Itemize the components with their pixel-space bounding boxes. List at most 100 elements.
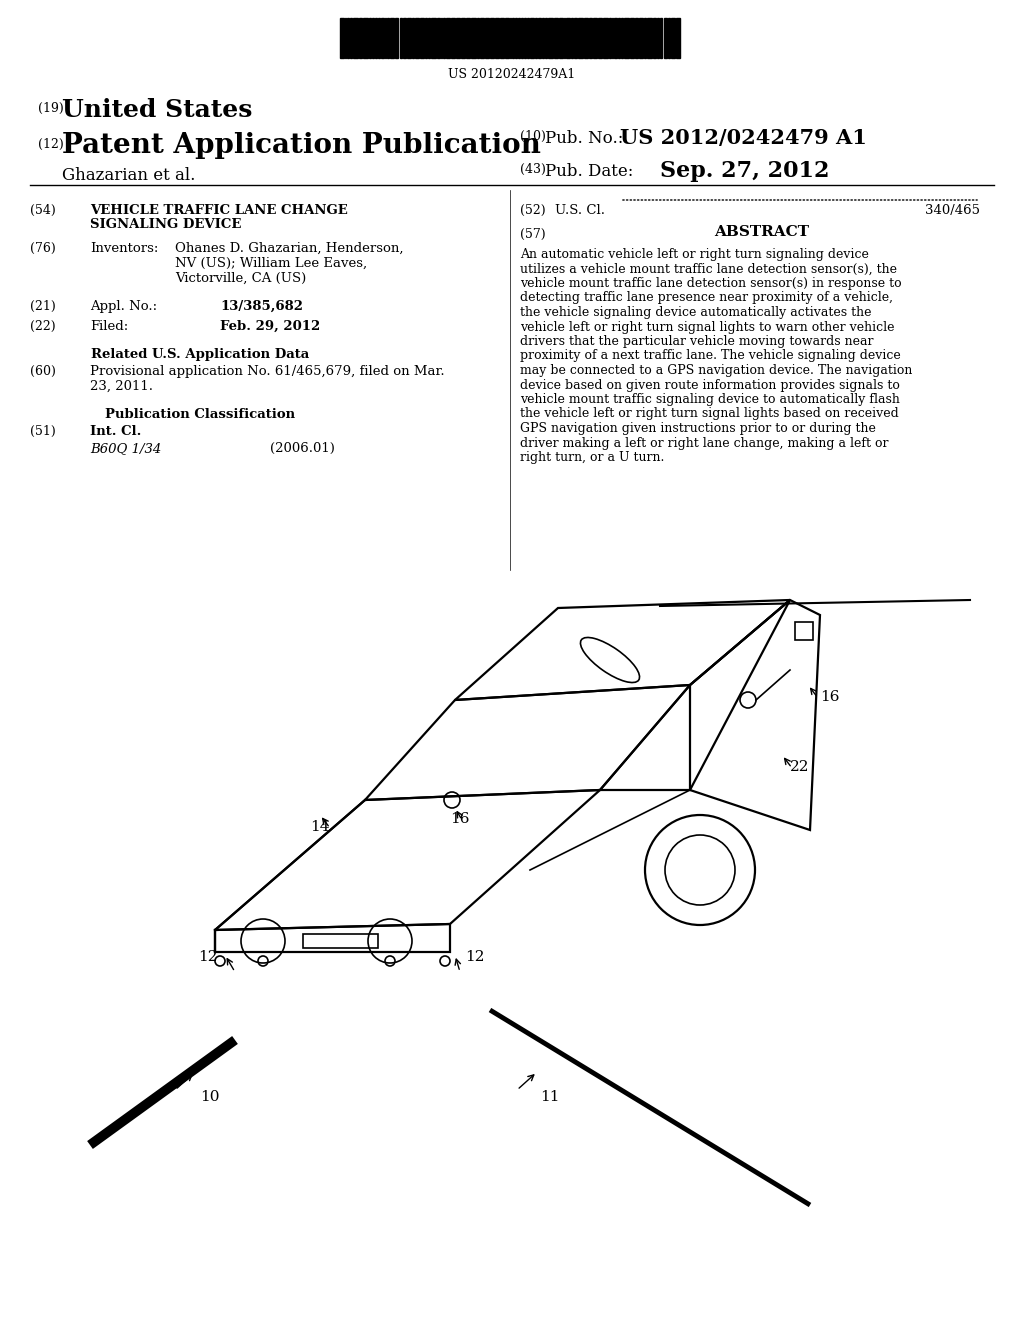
Bar bbox=[376, 18, 377, 58]
Bar bbox=[381, 18, 384, 58]
Bar bbox=[526, 18, 529, 58]
Bar bbox=[571, 18, 573, 58]
Bar bbox=[353, 18, 357, 58]
Bar bbox=[795, 622, 813, 640]
Bar bbox=[621, 18, 623, 58]
Text: GPS navigation given instructions prior to or during the: GPS navigation given instructions prior … bbox=[520, 422, 876, 436]
Text: (43): (43) bbox=[520, 162, 546, 176]
Bar bbox=[589, 18, 592, 58]
Bar bbox=[420, 18, 424, 58]
Bar bbox=[617, 18, 620, 58]
Text: Victorville, CA (US): Victorville, CA (US) bbox=[175, 272, 306, 285]
Text: NV (US); William Lee Eaves,: NV (US); William Lee Eaves, bbox=[175, 257, 368, 271]
Bar bbox=[664, 18, 667, 58]
Text: vehicle mount traffic signaling device to automatically flash: vehicle mount traffic signaling device t… bbox=[520, 393, 900, 407]
Text: (2006.01): (2006.01) bbox=[270, 442, 335, 455]
Text: (76): (76) bbox=[30, 242, 55, 255]
Bar bbox=[490, 18, 494, 58]
Bar bbox=[611, 18, 613, 58]
Bar bbox=[566, 18, 570, 58]
Bar bbox=[347, 18, 349, 58]
Text: vehicle mount traffic lane detection sensor(s) in response to: vehicle mount traffic lane detection sen… bbox=[520, 277, 901, 290]
Bar bbox=[495, 18, 499, 58]
Text: 11: 11 bbox=[540, 1090, 559, 1104]
Text: Inventors:: Inventors: bbox=[90, 242, 159, 255]
Bar bbox=[614, 18, 616, 58]
Bar bbox=[440, 18, 442, 58]
Text: VEHICLE TRAFFIC LANE CHANGE: VEHICLE TRAFFIC LANE CHANGE bbox=[90, 205, 348, 216]
Bar bbox=[530, 18, 534, 58]
Bar bbox=[452, 18, 455, 58]
Bar bbox=[563, 18, 565, 58]
Bar bbox=[340, 18, 344, 58]
Bar bbox=[603, 18, 607, 58]
Bar bbox=[643, 18, 646, 58]
Text: may be connected to a GPS navigation device. The navigation: may be connected to a GPS navigation dev… bbox=[520, 364, 912, 378]
Bar bbox=[364, 18, 368, 58]
Text: Appl. No.:: Appl. No.: bbox=[90, 300, 157, 313]
Text: Filed:: Filed: bbox=[90, 319, 128, 333]
Bar bbox=[668, 18, 670, 58]
Text: (57): (57) bbox=[520, 228, 546, 242]
Bar bbox=[471, 18, 475, 58]
Text: U.S. Cl.: U.S. Cl. bbox=[555, 205, 605, 216]
Bar bbox=[387, 18, 389, 58]
Bar bbox=[535, 18, 538, 58]
Bar bbox=[369, 18, 371, 58]
Bar bbox=[484, 18, 489, 58]
Text: 22: 22 bbox=[790, 760, 810, 774]
Text: device based on given route information provides signals to: device based on given route information … bbox=[520, 379, 900, 392]
Text: 23, 2011.: 23, 2011. bbox=[90, 380, 153, 393]
Bar bbox=[542, 18, 544, 58]
Text: (51): (51) bbox=[30, 425, 55, 438]
Text: driver making a left or right lane change, making a left or: driver making a left or right lane chang… bbox=[520, 437, 889, 450]
Text: An automatic vehicle left or right turn signaling device: An automatic vehicle left or right turn … bbox=[520, 248, 869, 261]
Text: (60): (60) bbox=[30, 366, 56, 378]
Text: B60Q 1/34: B60Q 1/34 bbox=[90, 442, 161, 455]
Text: detecting traffic lane presence near proximity of a vehicle,: detecting traffic lane presence near pro… bbox=[520, 292, 893, 305]
Bar bbox=[500, 18, 504, 58]
Bar bbox=[505, 18, 509, 58]
Bar bbox=[402, 18, 407, 58]
Text: (52): (52) bbox=[520, 205, 546, 216]
Text: utilizes a vehicle mount traffic lane detection sensor(s), the: utilizes a vehicle mount traffic lane de… bbox=[520, 263, 897, 276]
Text: Ohanes D. Ghazarian, Henderson,: Ohanes D. Ghazarian, Henderson, bbox=[175, 242, 403, 255]
Bar bbox=[598, 18, 602, 58]
Bar bbox=[579, 18, 583, 58]
Text: Provisional application No. 61/465,679, filed on Mar.: Provisional application No. 61/465,679, … bbox=[90, 366, 444, 378]
Text: 16: 16 bbox=[820, 690, 840, 704]
Bar bbox=[378, 18, 380, 58]
Text: Pub. Date:: Pub. Date: bbox=[545, 162, 634, 180]
Bar bbox=[431, 18, 436, 58]
Bar bbox=[521, 18, 523, 58]
Text: right turn, or a U turn.: right turn, or a U turn. bbox=[520, 451, 665, 465]
Bar bbox=[510, 18, 511, 58]
Text: SIGNALING DEVICE: SIGNALING DEVICE bbox=[90, 218, 242, 231]
Text: proximity of a next traffic lane. The vehicle signaling device: proximity of a next traffic lane. The ve… bbox=[520, 350, 901, 363]
Text: United States: United States bbox=[62, 98, 252, 121]
Text: Patent Application Publication: Patent Application Publication bbox=[62, 132, 541, 158]
Bar bbox=[512, 18, 514, 58]
Text: 340/465: 340/465 bbox=[925, 205, 980, 216]
Bar bbox=[395, 18, 398, 58]
Text: ABSTRACT: ABSTRACT bbox=[715, 224, 810, 239]
Bar bbox=[415, 18, 419, 58]
Bar bbox=[462, 18, 465, 58]
Bar bbox=[630, 18, 634, 58]
Bar bbox=[524, 18, 526, 58]
Bar bbox=[539, 18, 541, 58]
Text: the vehicle left or right turn signal lights based on received: the vehicle left or right turn signal li… bbox=[520, 408, 899, 421]
Bar bbox=[408, 18, 412, 58]
Bar bbox=[372, 18, 375, 58]
Bar bbox=[413, 18, 414, 58]
Bar bbox=[549, 18, 553, 58]
Bar bbox=[390, 18, 394, 58]
Bar bbox=[303, 935, 378, 948]
Text: (19): (19) bbox=[38, 102, 63, 115]
Bar bbox=[574, 18, 578, 58]
Text: US 20120242479A1: US 20120242479A1 bbox=[449, 69, 575, 81]
Text: US 2012/0242479 A1: US 2012/0242479 A1 bbox=[620, 128, 867, 148]
Bar bbox=[518, 18, 520, 58]
Bar bbox=[624, 18, 629, 58]
Bar bbox=[446, 18, 451, 58]
